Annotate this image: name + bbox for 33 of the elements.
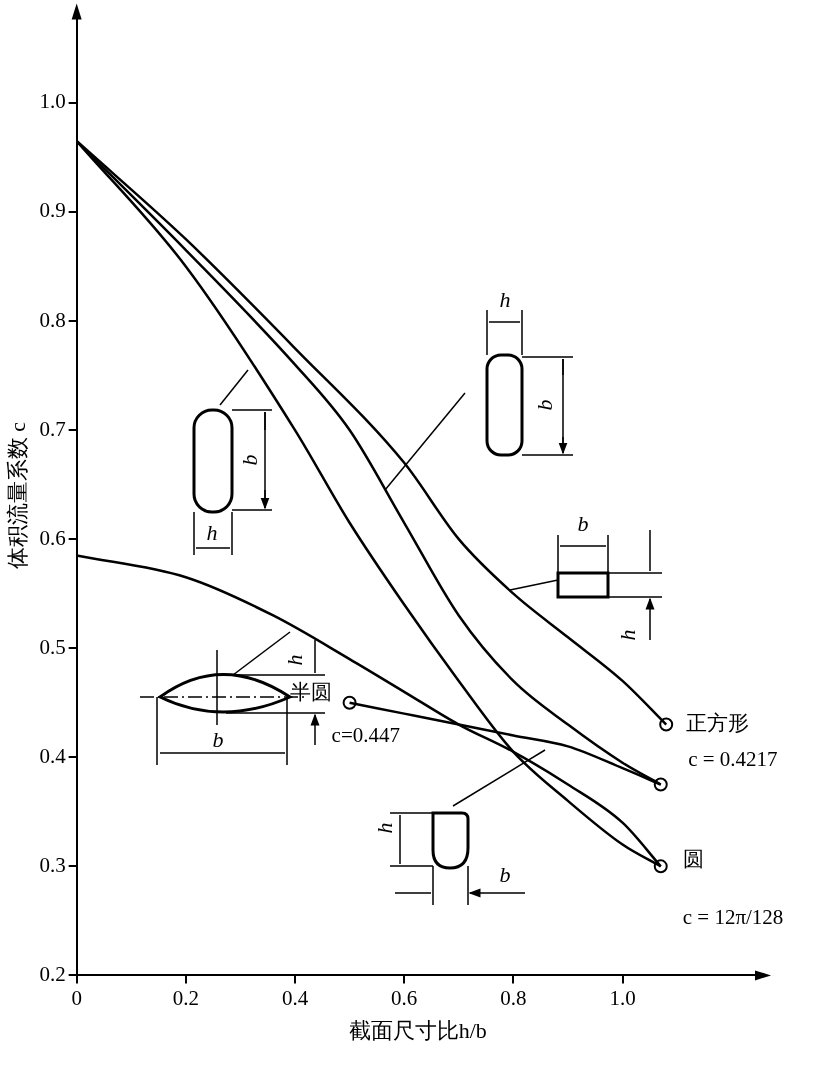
annotation: h: [615, 629, 641, 641]
y-axis-title: 体积流量系数 c: [4, 421, 30, 570]
y-tick-label: 0.8: [39, 307, 66, 332]
annotation: b: [499, 862, 511, 888]
annotation: b: [237, 454, 263, 466]
annotation: b: [532, 399, 558, 411]
annotation: b: [212, 727, 224, 753]
annotation: h: [499, 287, 511, 313]
y-tick-label: 0.7: [39, 416, 66, 441]
x-tick-label: 0: [71, 985, 82, 1010]
annotation: h: [206, 520, 218, 546]
y-tick-label: 0.5: [39, 634, 66, 659]
annotation: 正方形: [686, 711, 750, 736]
annotation: h: [282, 654, 308, 666]
annotation: 圆: [682, 846, 704, 871]
annotation: c=0.447: [331, 723, 401, 748]
y-tick-label: 0.4: [39, 743, 67, 768]
x-tick-label: 0.4: [281, 985, 309, 1010]
annotation: h: [372, 822, 398, 834]
y-tick-label: 0.3: [39, 852, 66, 877]
x-tick-label: 1.0: [609, 985, 636, 1010]
x-tick-label: 0.8: [500, 985, 527, 1010]
annotation: c = 12π/128: [682, 904, 784, 929]
x-tick-label: 0.6: [391, 985, 418, 1010]
x-axis-title: 截面尺寸比h/b: [348, 1017, 487, 1043]
annotation: 半圆: [289, 680, 332, 705]
y-tick-label: 0.2: [39, 961, 66, 986]
annotation: b: [577, 511, 589, 537]
annotation: c = 0.4217: [688, 747, 778, 772]
y-tick-label: 0.9: [39, 198, 66, 223]
y-tick-label: 0.6: [39, 525, 66, 550]
x-tick-label: 0.2: [172, 985, 199, 1010]
y-tick-label: 1.0: [39, 89, 66, 114]
